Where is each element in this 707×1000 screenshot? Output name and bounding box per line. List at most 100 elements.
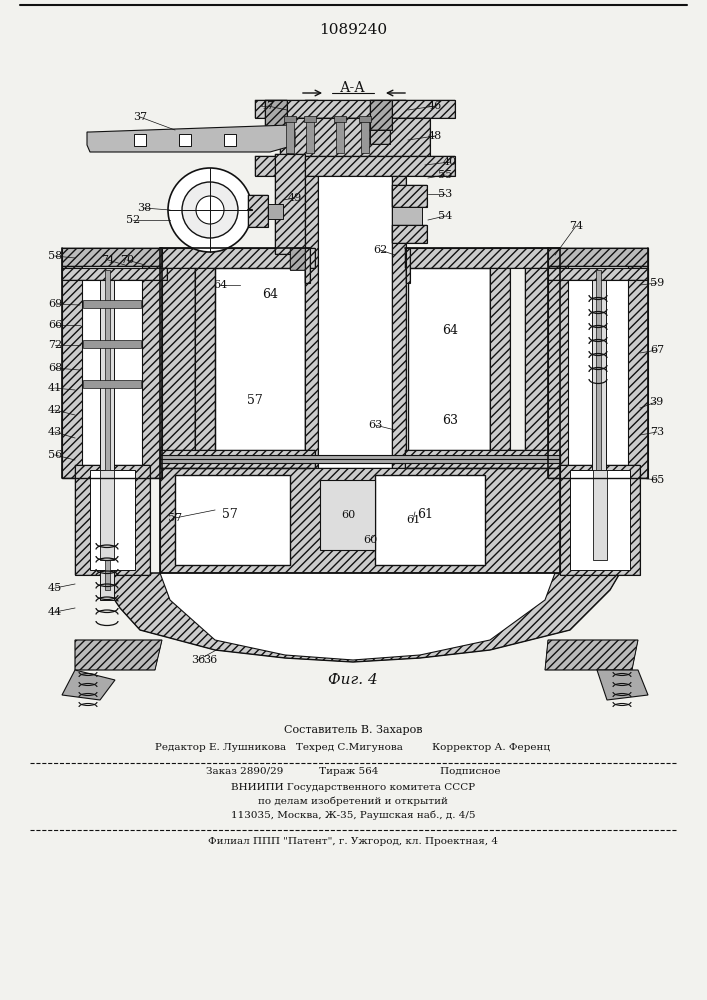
Text: 52: 52 xyxy=(126,215,140,225)
Bar xyxy=(318,100,392,610)
Bar xyxy=(75,465,150,575)
Bar xyxy=(290,248,305,270)
Bar xyxy=(100,470,114,560)
Bar xyxy=(62,248,162,478)
Text: ВНИИПИ Государственного комитета СССР: ВНИИПИ Государственного комитета СССР xyxy=(231,782,475,792)
Bar xyxy=(361,118,369,153)
Bar xyxy=(280,118,430,156)
Text: 64: 64 xyxy=(213,280,227,290)
Bar xyxy=(275,154,305,254)
Text: 68: 68 xyxy=(48,363,62,373)
Bar xyxy=(305,248,310,283)
Text: Редактор Е. Лушникова   Техред С.Мигунова         Корректор А. Ференц: Редактор Е. Лушникова Техред С.Мигунова … xyxy=(156,744,551,752)
Text: 53: 53 xyxy=(438,189,452,199)
Text: 73: 73 xyxy=(650,427,664,437)
Circle shape xyxy=(196,196,224,224)
Text: 38: 38 xyxy=(137,203,151,213)
Bar xyxy=(265,100,287,140)
Text: 59: 59 xyxy=(650,278,664,288)
Bar xyxy=(548,248,648,266)
Bar xyxy=(286,118,294,153)
Text: 49: 49 xyxy=(288,193,302,203)
Bar xyxy=(334,116,346,122)
Bar xyxy=(90,470,135,570)
Text: 70: 70 xyxy=(120,255,134,265)
Bar xyxy=(305,248,310,283)
Bar xyxy=(408,268,490,538)
Bar xyxy=(375,475,485,565)
Bar xyxy=(392,185,427,207)
Bar xyxy=(490,248,510,568)
Text: 71: 71 xyxy=(101,255,115,265)
Bar xyxy=(490,248,510,568)
Bar xyxy=(160,468,560,573)
Text: 55: 55 xyxy=(438,170,452,180)
Bar xyxy=(525,248,560,568)
Text: 64: 64 xyxy=(262,288,278,302)
Bar xyxy=(175,475,290,565)
Text: 45: 45 xyxy=(48,583,62,593)
Bar xyxy=(560,465,640,575)
Bar xyxy=(62,248,162,266)
Circle shape xyxy=(182,182,238,238)
Bar xyxy=(160,248,315,268)
Polygon shape xyxy=(545,640,638,670)
Polygon shape xyxy=(597,670,648,700)
Bar xyxy=(160,450,315,468)
Bar xyxy=(62,248,162,266)
Text: 61: 61 xyxy=(417,508,433,522)
Text: 57: 57 xyxy=(247,393,263,406)
Text: 58: 58 xyxy=(48,251,62,261)
Bar xyxy=(255,156,455,176)
Bar xyxy=(248,195,268,227)
Bar xyxy=(320,480,375,550)
Bar xyxy=(405,248,560,268)
Bar xyxy=(304,116,316,122)
Text: Составитель В. Захаров: Составитель В. Захаров xyxy=(284,725,422,735)
Bar xyxy=(548,268,648,280)
Bar xyxy=(83,300,141,308)
Bar xyxy=(280,118,430,156)
Bar xyxy=(195,248,215,570)
Bar xyxy=(105,270,110,590)
Bar xyxy=(160,455,560,463)
Text: 37: 37 xyxy=(133,112,147,122)
Text: 43: 43 xyxy=(48,427,62,437)
Text: 36: 36 xyxy=(191,655,205,665)
Bar xyxy=(160,468,560,573)
Text: 74: 74 xyxy=(569,221,583,231)
Text: 56: 56 xyxy=(48,450,62,460)
Bar xyxy=(179,134,191,146)
Bar xyxy=(596,270,601,470)
Text: 66: 66 xyxy=(48,320,62,330)
Bar xyxy=(75,465,150,575)
Text: 63: 63 xyxy=(368,420,382,430)
Text: 64: 64 xyxy=(442,324,458,336)
Bar xyxy=(406,248,410,283)
Text: 48: 48 xyxy=(428,131,442,141)
Bar xyxy=(160,248,315,268)
Bar xyxy=(195,248,215,570)
Text: 42: 42 xyxy=(48,405,62,415)
Bar xyxy=(592,270,606,480)
Bar xyxy=(392,185,427,207)
Bar xyxy=(62,268,167,280)
Text: Филиал ППП "Патент", г. Ужгород, кл. Проектная, 4: Филиал ППП "Патент", г. Ужгород, кл. Про… xyxy=(208,838,498,846)
Bar xyxy=(83,380,141,388)
Bar xyxy=(392,225,427,243)
Bar xyxy=(62,268,167,280)
Polygon shape xyxy=(75,640,162,670)
Text: 72: 72 xyxy=(48,340,62,350)
Bar xyxy=(548,268,648,280)
Bar xyxy=(405,450,560,468)
Bar xyxy=(265,100,287,140)
Text: 60: 60 xyxy=(363,535,377,545)
Bar xyxy=(134,134,146,146)
Text: 60: 60 xyxy=(341,510,355,520)
Bar xyxy=(160,450,315,468)
Text: А-А: А-А xyxy=(340,81,366,95)
Text: Фиг. 4: Фиг. 4 xyxy=(328,673,378,687)
Bar xyxy=(392,207,422,225)
Bar xyxy=(306,118,314,153)
Text: 40: 40 xyxy=(443,157,457,167)
